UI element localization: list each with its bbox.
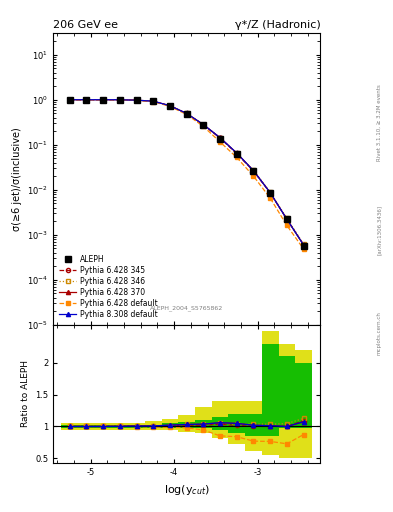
Text: 206 GeV ee: 206 GeV ee [53,19,118,30]
Text: mcplots.cern.ch: mcplots.cern.ch [377,311,382,355]
Y-axis label: σ(≥6 jet)/σ(inclusive): σ(≥6 jet)/σ(inclusive) [11,127,22,231]
X-axis label: log(y$_{cut}$): log(y$_{cut}$) [163,483,210,497]
Text: γ*/Z (Hadronic): γ*/Z (Hadronic) [235,19,320,30]
Text: Rivet 3.1.10, ≥ 3.2M events: Rivet 3.1.10, ≥ 3.2M events [377,84,382,161]
Text: ALEPH_2004_S5765862: ALEPH_2004_S5765862 [150,306,223,311]
Y-axis label: Ratio to ALEPH: Ratio to ALEPH [20,360,29,428]
Text: [arXiv:1306.3436]: [arXiv:1306.3436] [377,205,382,255]
Legend: ALEPH, Pythia 6.428 345, Pythia 6.428 346, Pythia 6.428 370, Pythia 6.428 defaul: ALEPH, Pythia 6.428 345, Pythia 6.428 34… [57,253,160,321]
